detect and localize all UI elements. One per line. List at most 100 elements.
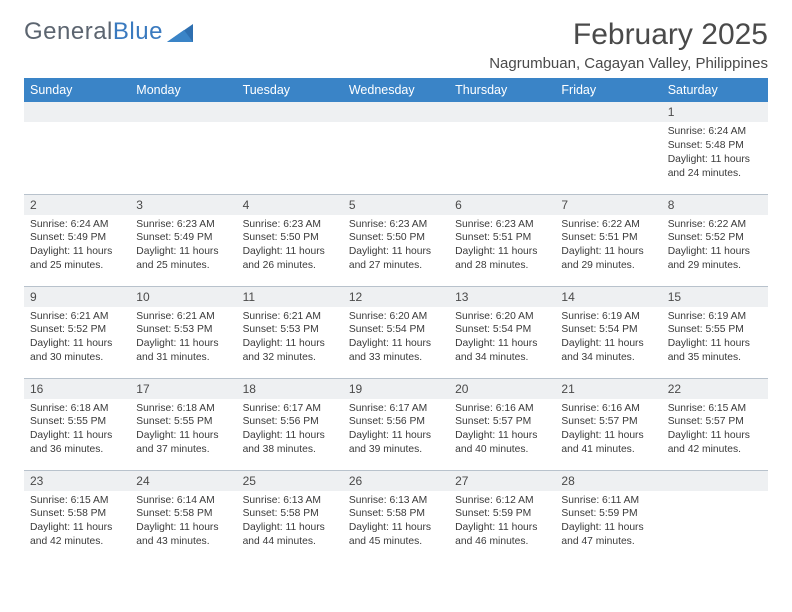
- day-details: Sunrise: 6:14 AMSunset: 5:58 PMDaylight:…: [130, 491, 236, 552]
- day-details: Sunrise: 6:17 AMSunset: 5:56 PMDaylight:…: [237, 399, 343, 460]
- day-number: 28: [555, 471, 661, 491]
- day-details: Sunrise: 6:21 AMSunset: 5:52 PMDaylight:…: [24, 307, 130, 368]
- day-number: 8: [662, 195, 768, 215]
- day-details: Sunrise: 6:22 AMSunset: 5:51 PMDaylight:…: [555, 215, 661, 276]
- calendar-cell: 22Sunrise: 6:15 AMSunset: 5:57 PMDayligh…: [662, 378, 768, 470]
- day-details: Sunrise: 6:11 AMSunset: 5:59 PMDaylight:…: [555, 491, 661, 552]
- day-number: 14: [555, 287, 661, 307]
- day-details: Sunrise: 6:23 AMSunset: 5:50 PMDaylight:…: [237, 215, 343, 276]
- calendar-cell: 20Sunrise: 6:16 AMSunset: 5:57 PMDayligh…: [449, 378, 555, 470]
- day-number: 24: [130, 471, 236, 491]
- logo: GeneralBlue: [24, 18, 193, 46]
- calendar-cell: 8Sunrise: 6:22 AMSunset: 5:52 PMDaylight…: [662, 194, 768, 286]
- page-title: February 2025: [489, 18, 768, 51]
- calendar-cell: 16Sunrise: 6:18 AMSunset: 5:55 PMDayligh…: [24, 378, 130, 470]
- calendar-row: 1Sunrise: 6:24 AMSunset: 5:48 PMDaylight…: [24, 102, 768, 194]
- calendar-cell: 21Sunrise: 6:16 AMSunset: 5:57 PMDayligh…: [555, 378, 661, 470]
- calendar-row: 2Sunrise: 6:24 AMSunset: 5:49 PMDaylight…: [24, 194, 768, 286]
- day-number: 23: [24, 471, 130, 491]
- day-number: 5: [343, 195, 449, 215]
- calendar-cell: 15Sunrise: 6:19 AMSunset: 5:55 PMDayligh…: [662, 286, 768, 378]
- calendar-cell: 11Sunrise: 6:21 AMSunset: 5:53 PMDayligh…: [237, 286, 343, 378]
- day-details: Sunrise: 6:19 AMSunset: 5:54 PMDaylight:…: [555, 307, 661, 368]
- day-details: Sunrise: 6:18 AMSunset: 5:55 PMDaylight:…: [130, 399, 236, 460]
- day-number: [555, 102, 661, 122]
- calendar-cell: 17Sunrise: 6:18 AMSunset: 5:55 PMDayligh…: [130, 378, 236, 470]
- calendar-table: SundayMondayTuesdayWednesdayThursdayFrid…: [24, 78, 768, 562]
- calendar-cell: [662, 470, 768, 562]
- weekday-header: Monday: [130, 78, 236, 102]
- weekday-header-row: SundayMondayTuesdayWednesdayThursdayFrid…: [24, 78, 768, 102]
- calendar-row: 9Sunrise: 6:21 AMSunset: 5:52 PMDaylight…: [24, 286, 768, 378]
- calendar-cell: 27Sunrise: 6:12 AMSunset: 5:59 PMDayligh…: [449, 470, 555, 562]
- day-number: [24, 102, 130, 122]
- calendar-cell: [343, 102, 449, 194]
- weekday-header: Friday: [555, 78, 661, 102]
- calendar-cell: 24Sunrise: 6:14 AMSunset: 5:58 PMDayligh…: [130, 470, 236, 562]
- calendar-cell: 14Sunrise: 6:19 AMSunset: 5:54 PMDayligh…: [555, 286, 661, 378]
- logo-text-1: General: [24, 18, 113, 46]
- day-number: 22: [662, 379, 768, 399]
- day-number: 4: [237, 195, 343, 215]
- calendar-cell: 9Sunrise: 6:21 AMSunset: 5:52 PMDaylight…: [24, 286, 130, 378]
- day-number: 20: [449, 379, 555, 399]
- day-number: 10: [130, 287, 236, 307]
- day-number: 26: [343, 471, 449, 491]
- day-number: [237, 102, 343, 122]
- weekday-header: Tuesday: [237, 78, 343, 102]
- day-details: Sunrise: 6:23 AMSunset: 5:49 PMDaylight:…: [130, 215, 236, 276]
- calendar-cell: 7Sunrise: 6:22 AMSunset: 5:51 PMDaylight…: [555, 194, 661, 286]
- calendar-cell: 10Sunrise: 6:21 AMSunset: 5:53 PMDayligh…: [130, 286, 236, 378]
- day-number: [130, 102, 236, 122]
- logo-text-2: Blue: [113, 18, 163, 46]
- day-number: 21: [555, 379, 661, 399]
- day-details: Sunrise: 6:20 AMSunset: 5:54 PMDaylight:…: [449, 307, 555, 368]
- day-number: 18: [237, 379, 343, 399]
- day-number: 16: [24, 379, 130, 399]
- calendar-cell: 12Sunrise: 6:20 AMSunset: 5:54 PMDayligh…: [343, 286, 449, 378]
- day-details: Sunrise: 6:15 AMSunset: 5:58 PMDaylight:…: [24, 491, 130, 552]
- day-number: [662, 471, 768, 491]
- calendar-cell: 19Sunrise: 6:17 AMSunset: 5:56 PMDayligh…: [343, 378, 449, 470]
- day-number: 9: [24, 287, 130, 307]
- day-number: 11: [237, 287, 343, 307]
- calendar-cell: 28Sunrise: 6:11 AMSunset: 5:59 PMDayligh…: [555, 470, 661, 562]
- day-number: 25: [237, 471, 343, 491]
- day-details: Sunrise: 6:13 AMSunset: 5:58 PMDaylight:…: [343, 491, 449, 552]
- calendar-row: 23Sunrise: 6:15 AMSunset: 5:58 PMDayligh…: [24, 470, 768, 562]
- day-details: Sunrise: 6:24 AMSunset: 5:49 PMDaylight:…: [24, 215, 130, 276]
- calendar-cell: 18Sunrise: 6:17 AMSunset: 5:56 PMDayligh…: [237, 378, 343, 470]
- header: GeneralBlue February 2025 Nagrumbuan, Ca…: [24, 18, 768, 72]
- calendar-cell: 3Sunrise: 6:23 AMSunset: 5:49 PMDaylight…: [130, 194, 236, 286]
- calendar-cell: 26Sunrise: 6:13 AMSunset: 5:58 PMDayligh…: [343, 470, 449, 562]
- weekday-header: Wednesday: [343, 78, 449, 102]
- day-number: [343, 102, 449, 122]
- calendar-cell: 23Sunrise: 6:15 AMSunset: 5:58 PMDayligh…: [24, 470, 130, 562]
- day-details: Sunrise: 6:17 AMSunset: 5:56 PMDaylight:…: [343, 399, 449, 460]
- day-details: Sunrise: 6:22 AMSunset: 5:52 PMDaylight:…: [662, 215, 768, 276]
- day-number: 15: [662, 287, 768, 307]
- day-details: Sunrise: 6:16 AMSunset: 5:57 PMDaylight:…: [449, 399, 555, 460]
- calendar-cell: [130, 102, 236, 194]
- day-details: Sunrise: 6:20 AMSunset: 5:54 PMDaylight:…: [343, 307, 449, 368]
- calendar-cell: [237, 102, 343, 194]
- day-details: Sunrise: 6:21 AMSunset: 5:53 PMDaylight:…: [237, 307, 343, 368]
- day-details: Sunrise: 6:19 AMSunset: 5:55 PMDaylight:…: [662, 307, 768, 368]
- day-number: 6: [449, 195, 555, 215]
- day-number: 7: [555, 195, 661, 215]
- day-details: Sunrise: 6:13 AMSunset: 5:58 PMDaylight:…: [237, 491, 343, 552]
- day-details: Sunrise: 6:23 AMSunset: 5:51 PMDaylight:…: [449, 215, 555, 276]
- day-number: 13: [449, 287, 555, 307]
- calendar-cell: [449, 102, 555, 194]
- calendar-cell: [555, 102, 661, 194]
- title-block: February 2025 Nagrumbuan, Cagayan Valley…: [489, 18, 768, 72]
- day-details: Sunrise: 6:15 AMSunset: 5:57 PMDaylight:…: [662, 399, 768, 460]
- calendar-cell: 25Sunrise: 6:13 AMSunset: 5:58 PMDayligh…: [237, 470, 343, 562]
- logo-triangle-icon: [167, 24, 193, 42]
- calendar-cell: 4Sunrise: 6:23 AMSunset: 5:50 PMDaylight…: [237, 194, 343, 286]
- day-number: 17: [130, 379, 236, 399]
- day-number: 2: [24, 195, 130, 215]
- weekday-header: Thursday: [449, 78, 555, 102]
- calendar-cell: [24, 102, 130, 194]
- weekday-header: Sunday: [24, 78, 130, 102]
